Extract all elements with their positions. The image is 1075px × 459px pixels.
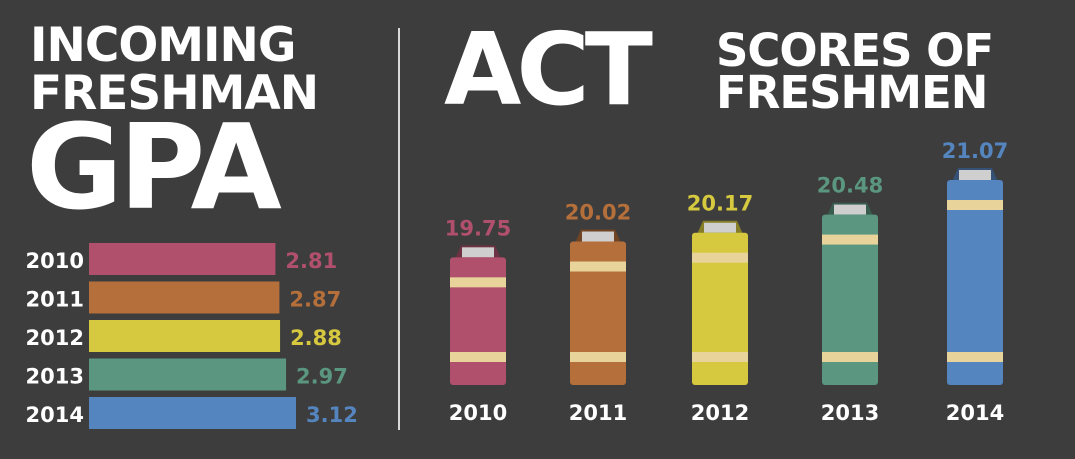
gpa-value-label: 3.12 — [306, 403, 358, 427]
act-bar-stripe — [450, 277, 506, 288]
gpa-title: GPA — [26, 98, 282, 236]
act-book-pages — [834, 204, 866, 215]
act-year-label: 2014 — [946, 401, 1004, 425]
gpa-bar — [89, 358, 287, 391]
gpa-value-label: 2.97 — [296, 365, 348, 389]
act-book-pages — [582, 231, 614, 242]
act-book-pages — [959, 170, 991, 180]
act-bar-stripe — [692, 352, 748, 362]
act-bar-stripe — [450, 352, 506, 362]
divider — [398, 28, 400, 430]
act-book-pages — [462, 247, 494, 258]
act-bar — [450, 257, 506, 385]
act-year-label: 2012 — [691, 401, 749, 425]
act-value-label: 19.75 — [445, 216, 511, 240]
gpa-year-label: 2011 — [26, 288, 84, 312]
gpa-title-line1: INCOMING — [30, 18, 296, 73]
act-year-label: 2010 — [449, 401, 507, 425]
act-book-pages — [704, 222, 736, 233]
gpa-bar — [89, 281, 280, 314]
gpa-value-label: 2.88 — [290, 326, 342, 350]
act-title: ACT — [444, 11, 653, 128]
act-value-label: 20.02 — [565, 201, 631, 225]
act-subtitle-line1: SCORES OF — [716, 24, 994, 77]
act-bar-stripe — [947, 200, 1003, 210]
gpa-year-label: 2014 — [26, 403, 84, 427]
gpa-bar — [89, 243, 276, 275]
act-bar-stripe — [692, 252, 748, 263]
gpa-year-label: 2010 — [26, 249, 84, 273]
act-value-label: 21.07 — [942, 139, 1008, 163]
gpa-bar — [89, 397, 296, 429]
act-bar-stripe — [822, 352, 878, 362]
act-subtitle-line2: FRESHMEN — [716, 66, 988, 119]
act-bar — [947, 180, 1003, 385]
act-bar-stripe — [947, 352, 1003, 362]
act-value-label: 20.17 — [687, 192, 753, 216]
gpa-bar — [89, 320, 281, 352]
gpa-value-label: 2.81 — [285, 249, 337, 273]
gpa-year-label: 2012 — [26, 326, 84, 350]
act-bar — [822, 214, 878, 385]
act-bar — [570, 241, 626, 385]
act-bar — [692, 232, 748, 385]
act-bar-stripe — [822, 234, 878, 245]
act-bar-stripe — [570, 261, 626, 272]
gpa-year-label: 2013 — [26, 365, 84, 389]
act-value-label: 20.48 — [817, 174, 883, 198]
gpa-title-line2: FRESHMAN — [30, 66, 319, 121]
act-year-label: 2013 — [821, 401, 879, 425]
gpa-value-label: 2.87 — [289, 288, 341, 312]
act-bar-stripe — [570, 352, 626, 362]
act-year-label: 2011 — [569, 401, 627, 425]
